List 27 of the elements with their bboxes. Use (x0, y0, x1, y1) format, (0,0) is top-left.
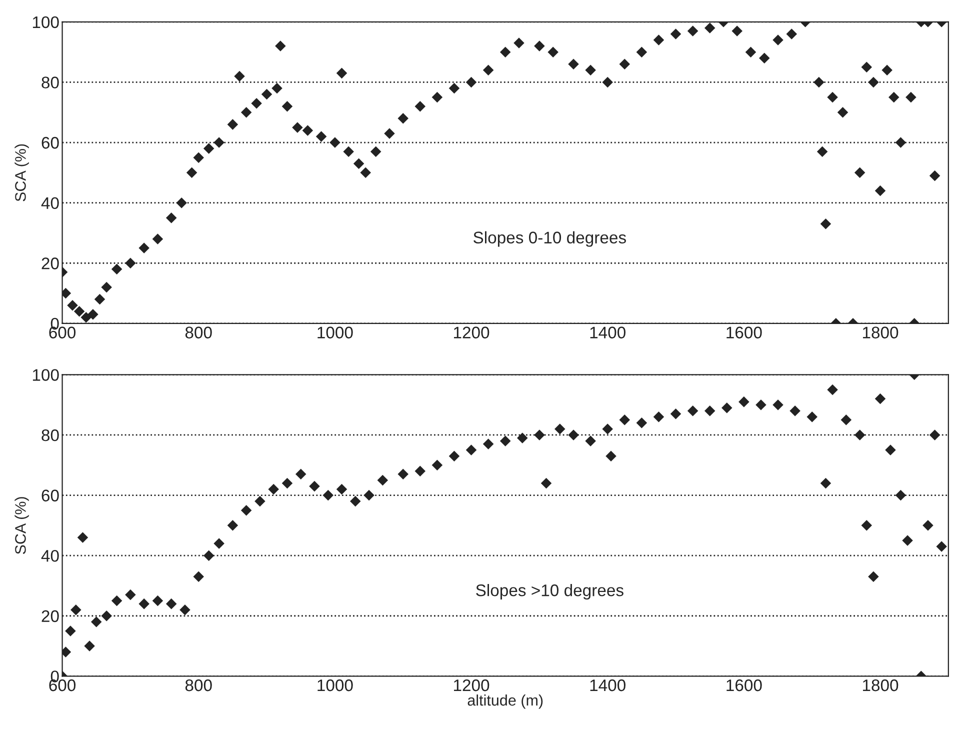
x-tick-label: 1400 (590, 326, 626, 338)
y-tick-label: 60 (42, 136, 59, 149)
x-tick-label: 1000 (318, 326, 353, 338)
y-tick-label: 100 (32, 16, 59, 28)
x-tick-label: 800 (185, 679, 212, 692)
x-axis-title: altitude (m) (468, 694, 543, 709)
x-tick-label: 1600 (726, 679, 762, 692)
x-tick-label: 1200 (454, 679, 490, 692)
x-tick-label: 800 (185, 326, 212, 338)
y-tick-label: 40 (41, 197, 59, 210)
annotation: Slopes 0-10 degrees (474, 231, 626, 247)
x-tick-label: 1800 (862, 679, 898, 692)
y-tick-label: 100 (32, 369, 59, 381)
y-tick-label: 20 (42, 610, 59, 622)
annotation: Slopes >10 degrees (476, 584, 624, 600)
y-axis-title: SCA (%) (14, 497, 29, 554)
x-tick-label: 1400 (590, 679, 626, 692)
y-axis-title: SCA (%) (14, 144, 29, 202)
x-tick-label: 1000 (318, 679, 353, 692)
x-tick-label: 1800 (862, 326, 898, 338)
x-tick-label: 1600 (726, 326, 762, 338)
y-tick-label: 60 (42, 490, 59, 502)
y-tick-label: 80 (42, 429, 59, 442)
y-tick-label: 80 (42, 76, 59, 88)
y-tick-label: 40 (41, 550, 59, 562)
x-tick-label: 1200 (454, 326, 490, 338)
y-tick-label: 20 (42, 258, 59, 270)
